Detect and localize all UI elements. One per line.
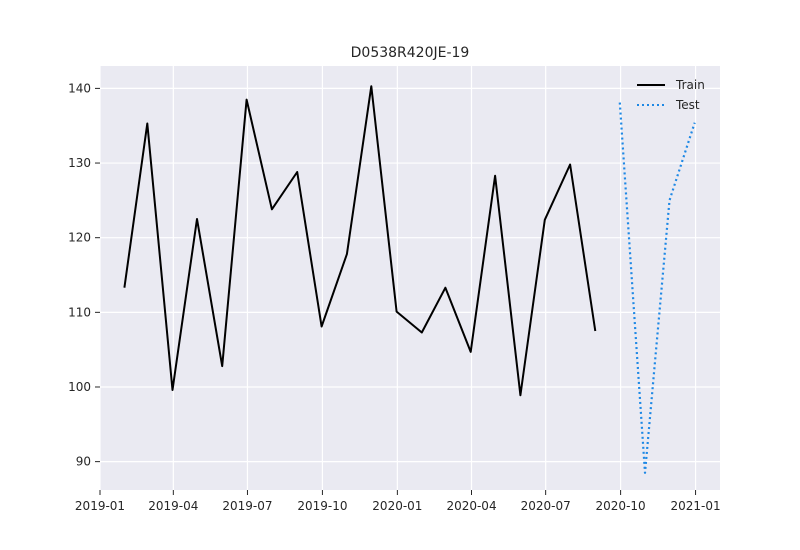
x-tick-label: 2020-01 — [372, 499, 422, 513]
x-tick-label: 2019-01 — [75, 499, 125, 513]
y-tick-label: 130 — [68, 156, 91, 170]
grid — [99, 66, 720, 490]
series-line-test — [618, 102, 696, 474]
legend-label-test: Test — [675, 98, 700, 112]
chart-title: D0538R420JE-19 — [351, 45, 470, 61]
x-axis: 2019-01 2019-04 2019-07 2019-10 2020-01 2020-… — [75, 490, 721, 513]
x-tick-label: 2019-10 — [297, 499, 347, 513]
series-line-train — [123, 85, 597, 397]
series-layer — [123, 85, 696, 474]
y-tick-label: 110 — [68, 305, 91, 319]
y-axis: 90 100 110 120 130 140 — [68, 81, 100, 469]
x-tick-label: 2019-04 — [148, 499, 198, 513]
x-tick-label: 2020-04 — [446, 499, 496, 513]
y-tick-label: 90 — [76, 455, 91, 469]
legend-label-train: Train — [675, 78, 705, 92]
y-tick-label: 100 — [68, 380, 91, 394]
legend: Train Test — [637, 78, 705, 112]
y-tick-label: 120 — [68, 231, 91, 245]
x-tick-label: 2020-10 — [596, 499, 646, 513]
y-tick-label: 140 — [68, 81, 91, 95]
x-tick-label: 2019-07 — [222, 499, 272, 513]
plot-background — [100, 66, 720, 490]
x-tick-label: 2021-01 — [670, 499, 720, 513]
x-tick-label: 2020-07 — [521, 499, 571, 513]
